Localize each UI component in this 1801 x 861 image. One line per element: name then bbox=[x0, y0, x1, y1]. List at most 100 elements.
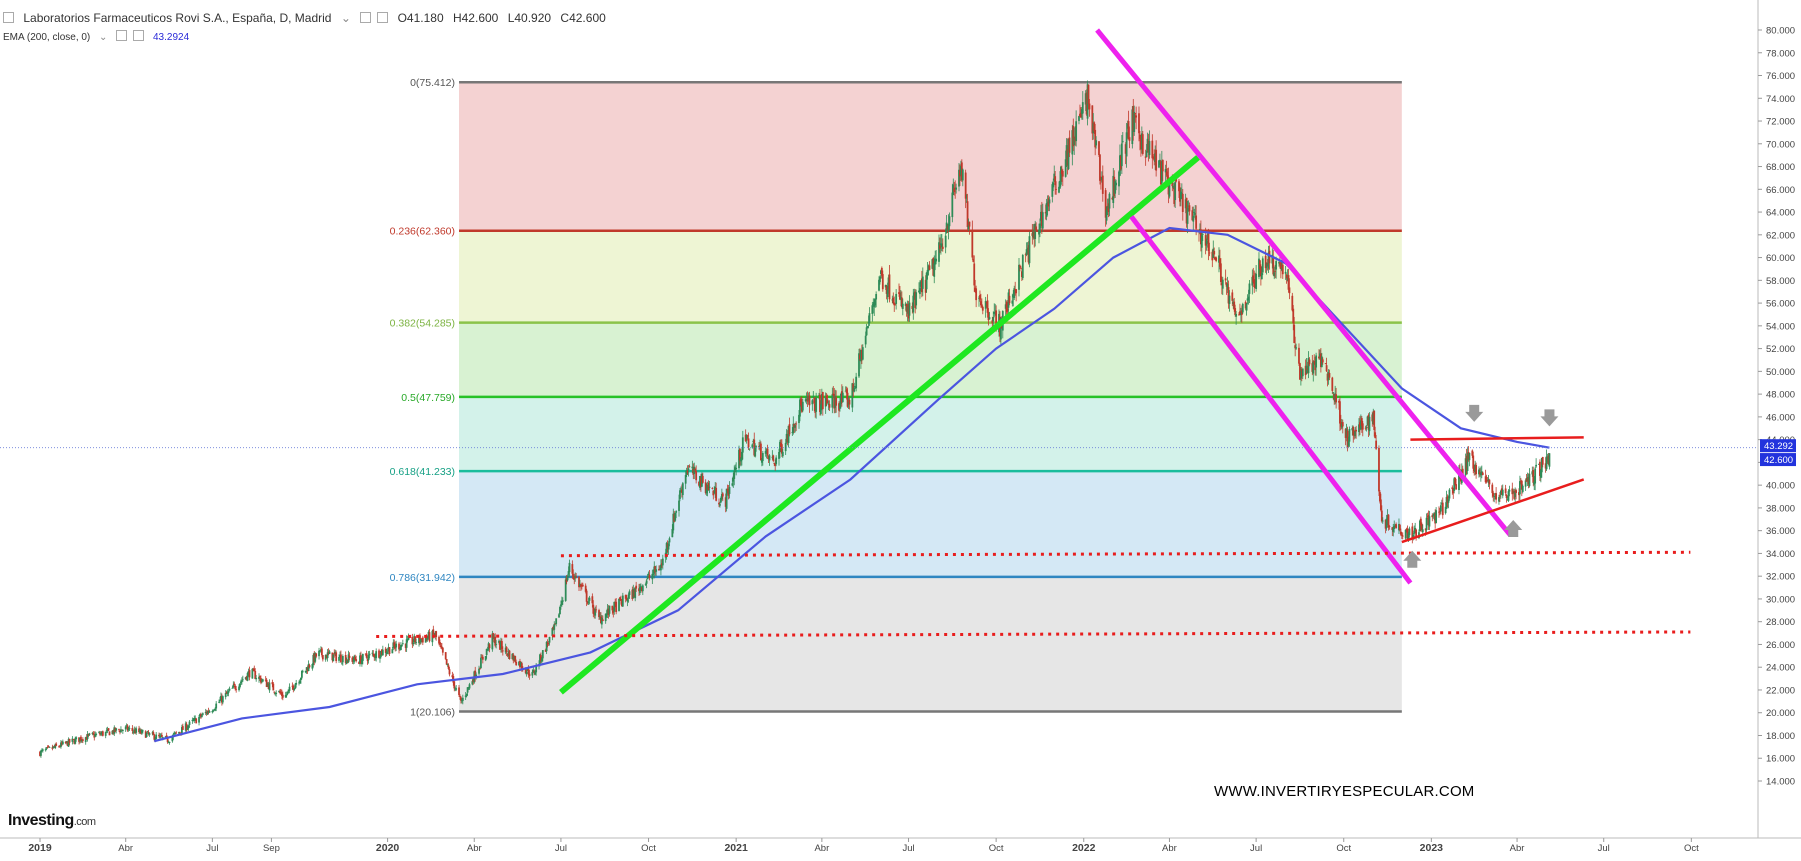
candle-body bbox=[731, 483, 734, 486]
candle-body bbox=[1151, 140, 1154, 159]
candle-body bbox=[1100, 177, 1103, 180]
candle-body bbox=[1179, 191, 1182, 199]
candle-body bbox=[606, 608, 609, 615]
candle-body bbox=[832, 393, 835, 396]
candle-body bbox=[1419, 518, 1422, 526]
candle-body bbox=[247, 671, 250, 674]
candle-body bbox=[365, 653, 368, 658]
candle-body bbox=[1015, 289, 1018, 294]
candle-body bbox=[1472, 455, 1475, 469]
candle-body bbox=[40, 750, 42, 756]
candle-body bbox=[1453, 478, 1456, 491]
candle-body bbox=[158, 734, 160, 737]
candle-body bbox=[1499, 490, 1502, 495]
candle-body bbox=[1366, 416, 1369, 425]
candle-body bbox=[1284, 271, 1287, 274]
candle-body bbox=[1047, 198, 1050, 207]
candle-body bbox=[320, 648, 323, 656]
candle-body bbox=[1134, 113, 1137, 115]
chevron-down-icon[interactable]: ⌄ bbox=[99, 32, 108, 43]
candle-body bbox=[887, 277, 890, 290]
y-tick-label: 66.000 bbox=[1766, 185, 1795, 196]
candle-body bbox=[598, 610, 600, 618]
candle-body bbox=[525, 671, 528, 675]
candle-body bbox=[81, 739, 84, 742]
candle-body bbox=[615, 601, 618, 613]
candle-body bbox=[1278, 262, 1280, 264]
candle-body bbox=[1300, 368, 1303, 377]
candle-body bbox=[144, 731, 147, 738]
candle-body bbox=[352, 660, 355, 662]
candle-body bbox=[698, 481, 700, 486]
candle-body bbox=[499, 640, 501, 650]
candle-body bbox=[1271, 254, 1274, 264]
candle-body bbox=[1411, 526, 1414, 538]
candle-body bbox=[539, 654, 541, 665]
candle-body bbox=[860, 349, 863, 360]
candle-body bbox=[1180, 193, 1183, 196]
close-icon[interactable] bbox=[377, 12, 389, 23]
candle-body bbox=[991, 320, 994, 324]
candle-body bbox=[618, 598, 620, 611]
investing-logo[interactable]: Investing.com bbox=[8, 812, 96, 829]
candle-body bbox=[160, 735, 162, 737]
candle-body bbox=[165, 735, 168, 737]
candle-body bbox=[1255, 273, 1258, 289]
candle-body bbox=[291, 685, 294, 687]
candle-body bbox=[138, 728, 140, 733]
candle-body bbox=[888, 274, 891, 300]
chevron-down-icon[interactable]: ⌄ bbox=[340, 11, 351, 25]
candle-body bbox=[655, 569, 658, 572]
candle-body bbox=[820, 394, 823, 406]
candle-body bbox=[1431, 515, 1434, 518]
candle-body bbox=[553, 624, 556, 630]
candle-body bbox=[300, 670, 303, 678]
candle-body bbox=[974, 287, 977, 292]
candle-body bbox=[866, 326, 869, 328]
candle-body bbox=[821, 392, 824, 410]
settings-icon[interactable] bbox=[116, 30, 128, 41]
candle-body bbox=[327, 651, 330, 654]
candle-body bbox=[1153, 158, 1156, 161]
candle-body bbox=[1139, 134, 1141, 139]
candle-body bbox=[754, 448, 757, 457]
x-tick-label: Oct bbox=[989, 843, 1004, 854]
candle-body bbox=[927, 265, 930, 272]
candle-body bbox=[460, 700, 463, 702]
price-tag bbox=[1760, 453, 1796, 467]
candle-body bbox=[1104, 190, 1107, 218]
trendline-layer[interactable] bbox=[376, 28, 1691, 695]
candle-body bbox=[1166, 175, 1169, 181]
candle-body bbox=[1060, 170, 1063, 174]
collapse-icon[interactable] bbox=[3, 12, 14, 23]
candle-body bbox=[1245, 303, 1248, 311]
candle-body bbox=[1507, 491, 1510, 501]
symbol-title: Laboratorios Farmaceuticos Rovi S.A., Es… bbox=[23, 11, 332, 25]
candle-body bbox=[421, 637, 424, 643]
candle-body bbox=[1019, 265, 1021, 267]
close-icon[interactable] bbox=[133, 30, 145, 41]
candle-body bbox=[1319, 353, 1322, 368]
candle-body bbox=[468, 684, 471, 689]
candle-body bbox=[567, 571, 570, 575]
candle-body bbox=[387, 647, 390, 652]
fibonacci-retracement[interactable]: 0(75.412) 0.236(62.360) 0.382(54.285) 0.5(4… bbox=[390, 77, 1402, 719]
candle-body bbox=[1378, 447, 1380, 492]
fib-level-label: 0.786(31.942) bbox=[390, 572, 455, 584]
settings-icon[interactable] bbox=[360, 12, 372, 23]
candle-body bbox=[853, 387, 856, 392]
candle-body bbox=[547, 643, 550, 644]
candle-body bbox=[844, 390, 847, 392]
candle-body bbox=[840, 391, 843, 403]
candle-body bbox=[218, 701, 220, 703]
candle-body bbox=[341, 656, 344, 663]
candle-body bbox=[841, 392, 844, 403]
candle-body bbox=[1368, 416, 1371, 432]
candle-body bbox=[719, 504, 721, 506]
candle-body bbox=[514, 655, 517, 663]
candle-body bbox=[1385, 518, 1388, 528]
candle-body bbox=[438, 636, 440, 644]
candle-body bbox=[1078, 116, 1080, 121]
candle-body bbox=[1146, 138, 1149, 151]
